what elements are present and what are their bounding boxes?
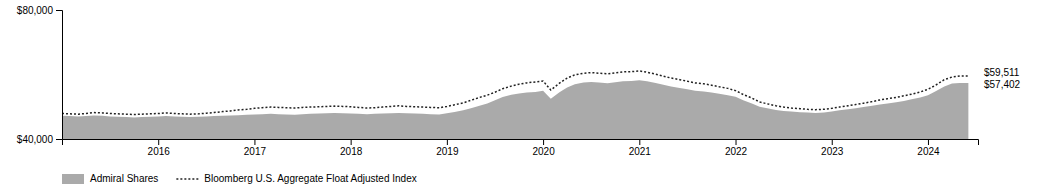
x-axis-line (63, 140, 979, 146)
x-tick-label: 2021 (629, 146, 652, 157)
y-axis: $40,000 $80,000 (17, 5, 63, 145)
line (62, 71, 968, 115)
x-tick-mark (928, 139, 929, 145)
x-tick-mark (254, 139, 255, 145)
legend-label: Bloomberg U.S. Aggregate Float Adjusted … (204, 173, 416, 184)
x-tick-mark (639, 139, 640, 145)
x-tick: 2018 (340, 139, 363, 157)
y-axis-line (56, 11, 63, 140)
y-tick-label: $40,000 (17, 134, 54, 145)
y-tick: $80,000 (17, 5, 62, 16)
annotations: $59,511$57,402 (984, 67, 1021, 90)
legend-swatch (176, 178, 198, 180)
chart: 2016 2017 2018 2019 2020 2021 2022 2023 2024 $40,… (0, 0, 1048, 191)
x-tick: 2023 (821, 139, 844, 157)
x-tick-label: 2022 (725, 146, 748, 157)
x-tick-label: 2019 (436, 146, 459, 157)
area (62, 80, 968, 139)
y-tick: $40,000 (17, 134, 62, 145)
end-label: $57,402 (984, 79, 1021, 90)
y-tick-label: $80,000 (17, 5, 54, 16)
x-tick-mark (832, 139, 833, 145)
legend-item: Admiral Shares (62, 173, 158, 184)
x-tick-mark (447, 139, 448, 145)
x-tick: 2020 (532, 139, 555, 157)
x-tick: 2024 (917, 139, 940, 157)
x-tick: 2016 (148, 139, 171, 157)
x-tick: 2022 (725, 139, 748, 157)
plot-area (62, 71, 968, 139)
x-tick-mark (736, 139, 737, 145)
x-tick-label: 2020 (532, 146, 555, 157)
x-tick: 2019 (436, 139, 459, 157)
x-tick-mark (351, 139, 352, 145)
x-tick-label: 2024 (917, 146, 940, 157)
legend-label: Admiral Shares (90, 173, 158, 184)
y-tick-mark (56, 10, 62, 11)
legend: Admiral Shares Bloomberg U.S. Aggregate F… (62, 173, 417, 184)
x-tick-label: 2023 (821, 146, 844, 157)
legend-item: Bloomberg U.S. Aggregate Float Adjusted … (176, 173, 416, 184)
x-tick-label: 2016 (148, 146, 171, 157)
x-tick: 2021 (629, 139, 652, 157)
x-tick-label: 2018 (340, 146, 363, 157)
legend-swatch (62, 174, 84, 184)
x-tick: 2017 (244, 139, 267, 157)
end-label: $59,511 (984, 67, 1020, 78)
x-tick-mark (543, 139, 544, 145)
x-tick-mark (158, 139, 159, 145)
x-axis: 2016 2017 2018 2019 2020 2021 2022 2023 2024 (63, 139, 979, 157)
x-tick-label: 2017 (244, 146, 267, 157)
y-tick-mark (56, 139, 62, 140)
